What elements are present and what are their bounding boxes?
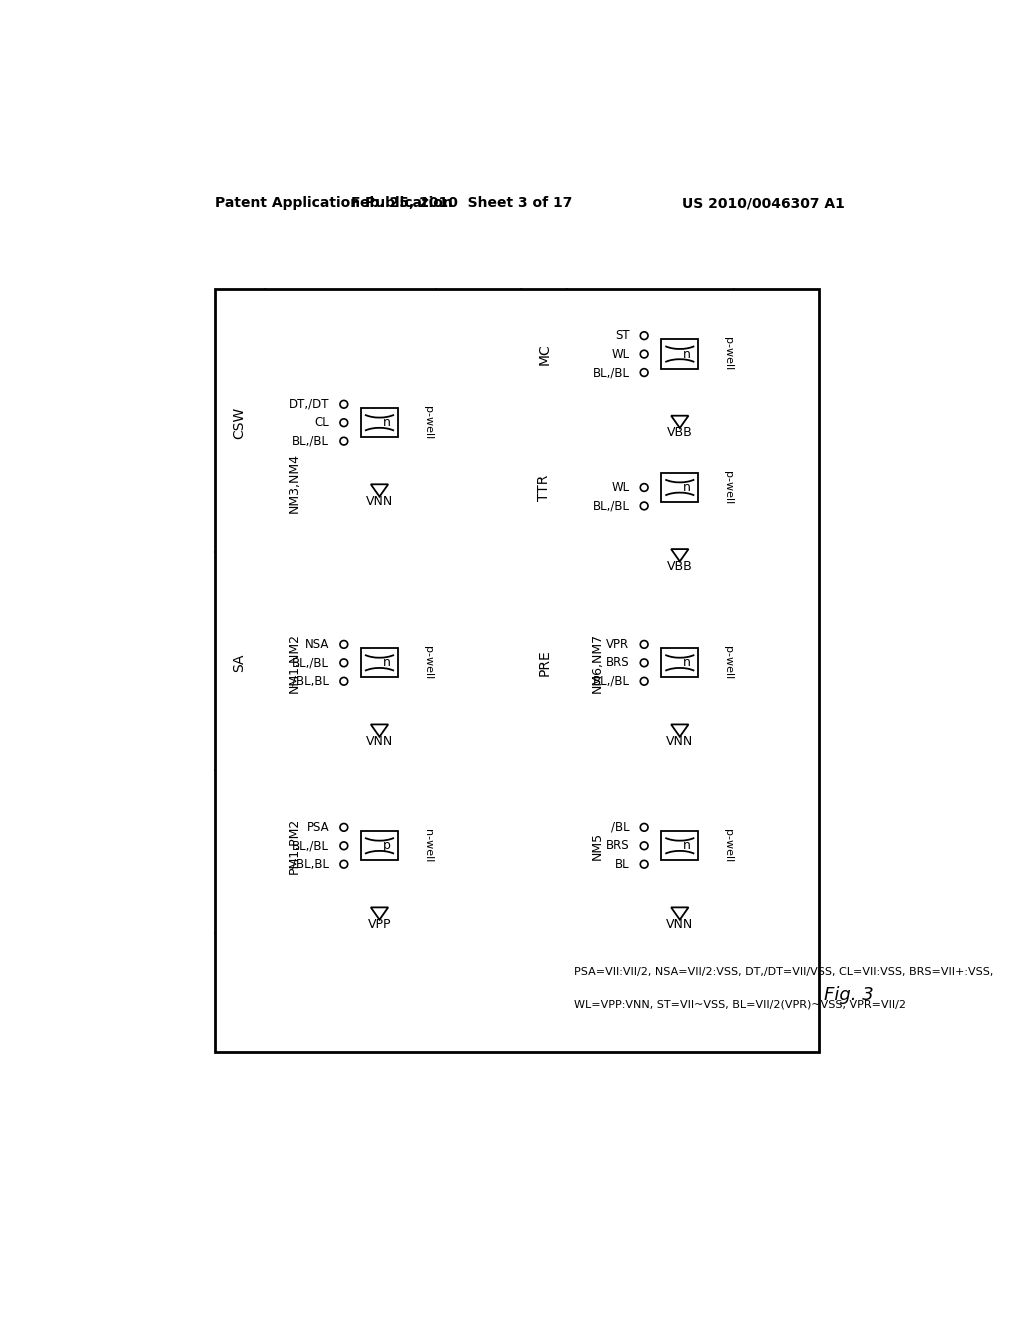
Text: BL: BL <box>614 858 630 871</box>
Text: Patent Application Publication: Patent Application Publication <box>215 197 453 210</box>
Text: BL,/BL: BL,/BL <box>593 499 630 512</box>
Text: n: n <box>383 416 390 429</box>
Bar <box>360 648 398 677</box>
Text: p-well: p-well <box>423 407 432 440</box>
Text: NM3,NM4: NM3,NM4 <box>288 453 301 513</box>
Text: PSA=VII:VII/2, NSA=VII/2:VSS, DT,/DT=VII/VSS, CL=VII:VSS, BRS=VII+:VSS,: PSA=VII:VII/2, NSA=VII/2:VSS, DT,/DT=VII… <box>573 968 993 977</box>
Text: Feb. 25, 2010  Sheet 3 of 17: Feb. 25, 2010 Sheet 3 of 17 <box>350 197 572 210</box>
Text: n-well: n-well <box>423 829 432 862</box>
Text: SA: SA <box>232 653 247 672</box>
Text: /BL,BL: /BL,BL <box>292 858 329 871</box>
Text: BRS: BRS <box>606 840 630 853</box>
Text: /BL,BL: /BL,BL <box>292 675 329 688</box>
Text: DT,/DT: DT,/DT <box>289 397 329 411</box>
Text: BL,/BL: BL,/BL <box>593 366 630 379</box>
Text: p-well: p-well <box>723 338 733 371</box>
Text: p-well: p-well <box>723 647 733 680</box>
Text: Fig. 3: Fig. 3 <box>824 986 873 1005</box>
Text: CL: CL <box>314 416 329 429</box>
Text: n: n <box>683 347 691 360</box>
Text: TTR: TTR <box>538 474 551 500</box>
Text: NSA: NSA <box>305 638 329 651</box>
Text: NM6,NM7: NM6,NM7 <box>591 632 603 693</box>
Text: WL: WL <box>611 480 630 494</box>
Text: p-well: p-well <box>423 647 432 680</box>
Text: p-well: p-well <box>723 471 733 504</box>
Text: PM1,PM2: PM1,PM2 <box>288 817 301 874</box>
Text: NM5: NM5 <box>591 832 603 859</box>
Text: CSW: CSW <box>232 407 247 438</box>
Text: p: p <box>383 840 390 853</box>
Bar <box>662 832 698 861</box>
Text: BRS: BRS <box>606 656 630 669</box>
Text: VBB: VBB <box>667 560 692 573</box>
Text: ST: ST <box>614 329 630 342</box>
Text: US 2010/0046307 A1: US 2010/0046307 A1 <box>682 197 845 210</box>
Text: MC: MC <box>538 343 551 364</box>
Bar <box>360 408 398 437</box>
Text: VNN: VNN <box>667 917 693 931</box>
Text: PRE: PRE <box>538 649 551 676</box>
Bar <box>360 832 398 861</box>
Text: VNN: VNN <box>366 735 393 748</box>
Bar <box>662 473 698 502</box>
Text: n: n <box>683 840 691 853</box>
Bar <box>215 289 819 1052</box>
Text: WL: WL <box>611 347 630 360</box>
Text: n: n <box>383 656 390 669</box>
Text: /BL: /BL <box>610 821 630 834</box>
Text: WL=VPP:VNN, ST=VII~VSS, BL=VII/2(VPR)~VSS, VPR=VII/2: WL=VPP:VNN, ST=VII~VSS, BL=VII/2(VPR)~VS… <box>573 999 905 1010</box>
Text: n: n <box>683 480 691 494</box>
Text: PSA: PSA <box>306 821 329 834</box>
Text: BL,/BL: BL,/BL <box>292 656 329 669</box>
Bar <box>662 339 698 368</box>
Text: BL,/BL: BL,/BL <box>593 675 630 688</box>
Bar <box>662 648 698 677</box>
Text: VNN: VNN <box>667 735 693 748</box>
Text: n: n <box>683 656 691 669</box>
Text: BL,/BL: BL,/BL <box>292 434 329 447</box>
Text: VNN: VNN <box>366 495 393 508</box>
Text: VBB: VBB <box>667 426 692 440</box>
Text: VPR: VPR <box>606 638 630 651</box>
Text: NM1,NM2: NM1,NM2 <box>288 632 301 693</box>
Text: BL,/BL: BL,/BL <box>292 840 329 853</box>
Text: VPP: VPP <box>368 917 391 931</box>
Text: p-well: p-well <box>723 829 733 862</box>
